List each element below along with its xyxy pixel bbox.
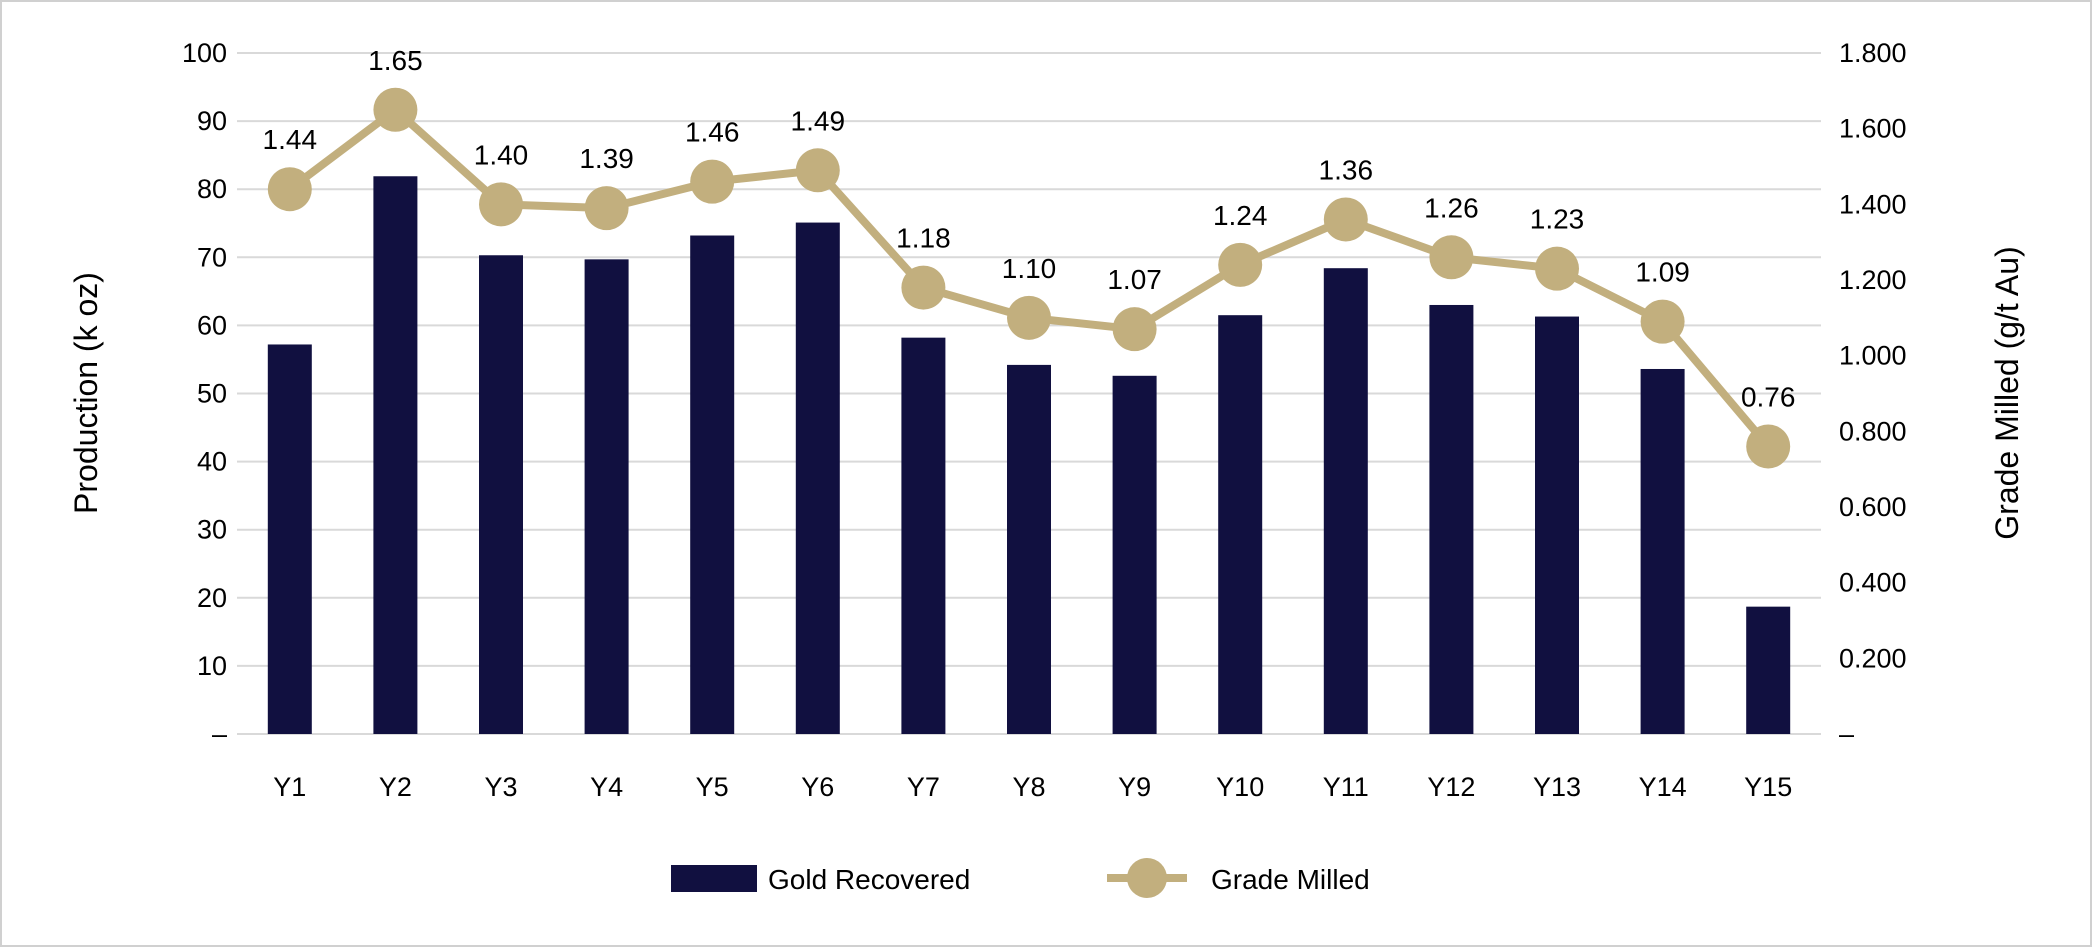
y-tick-label: 90 bbox=[197, 106, 227, 136]
x-tick-label: Y13 bbox=[1533, 772, 1581, 802]
x-tick-label: Y11 bbox=[1323, 772, 1369, 802]
x-tick-label: Y4 bbox=[590, 772, 623, 802]
y-tick-label: 80 bbox=[197, 174, 227, 204]
y2-tick-label: 1.800 bbox=[1839, 38, 1907, 68]
x-tick-label: Y12 bbox=[1427, 772, 1475, 802]
data-label-grade-milled: 1.26 bbox=[1424, 192, 1479, 223]
y-tick-label: 40 bbox=[197, 447, 227, 477]
x-tick-label: Y8 bbox=[1012, 772, 1045, 802]
data-label-grade-milled: 1.46 bbox=[685, 117, 740, 148]
legend: Gold Recovered Grade Milled bbox=[671, 858, 1370, 898]
marker-grade-milled-Y3 bbox=[479, 182, 523, 227]
data-label-grade-milled: 1.10 bbox=[1002, 253, 1057, 284]
bar-gold-recovered-Y2 bbox=[373, 176, 418, 735]
bar-gold-recovered-Y15 bbox=[1746, 606, 1791, 734]
y2-tick-label: – bbox=[1839, 719, 1854, 749]
y-tick-label: 30 bbox=[197, 515, 227, 545]
y-tick-label: 10 bbox=[197, 651, 227, 681]
marker-grade-milled-Y5 bbox=[690, 159, 735, 204]
bar-gold-recovered-Y8 bbox=[1007, 364, 1051, 734]
y2-tick-label: 1.000 bbox=[1839, 341, 1907, 371]
marker-grade-milled-Y10 bbox=[1218, 242, 1263, 287]
y-tick-label: 50 bbox=[197, 379, 227, 409]
bar-gold-recovered-Y3 bbox=[479, 255, 523, 734]
legend-marker-grade-milled bbox=[1127, 858, 1167, 898]
data-label-grade-milled: 1.18 bbox=[896, 223, 951, 254]
data-label-grade-milled: 1.49 bbox=[791, 105, 846, 136]
y2-tick-label: 1.600 bbox=[1839, 114, 1907, 144]
x-tick-label: Y1 bbox=[273, 772, 306, 802]
y-tick-label: – bbox=[212, 719, 227, 749]
legend-label-gold-recovered: Gold Recovered bbox=[768, 864, 970, 895]
marker-grade-milled-Y14 bbox=[1640, 299, 1685, 344]
x-tick-label: Y2 bbox=[379, 772, 412, 802]
y-tick-label: 60 bbox=[197, 310, 227, 340]
marker-grade-milled-Y9 bbox=[1112, 307, 1157, 352]
data-label-grade-milled: 1.39 bbox=[579, 143, 634, 174]
y2-tick-label: 1.400 bbox=[1839, 189, 1907, 219]
data-label-grade-milled: 1.36 bbox=[1319, 154, 1374, 185]
data-label-grade-milled: 1.24 bbox=[1213, 200, 1268, 231]
data-label-grade-milled: 1.07 bbox=[1107, 264, 1162, 295]
data-label-grade-milled: 1.23 bbox=[1530, 204, 1585, 235]
data-label-grade-milled: 1.44 bbox=[263, 124, 318, 155]
data-label-grade-milled: 0.76 bbox=[1741, 381, 1796, 412]
y-tick-label: 100 bbox=[182, 38, 227, 68]
marker-grade-milled-Y8 bbox=[1007, 295, 1051, 340]
marker-grade-milled-Y6 bbox=[795, 148, 840, 193]
marker-grade-milled-Y2 bbox=[373, 87, 418, 132]
y2-tick-label: 0.200 bbox=[1839, 643, 1907, 673]
marker-grade-milled-Y4 bbox=[584, 186, 629, 231]
data-label-grade-milled: 1.40 bbox=[474, 139, 529, 170]
x-tick-label: Y9 bbox=[1118, 772, 1151, 802]
x-tick-label: Y6 bbox=[801, 772, 834, 802]
data-label-grade-milled: 1.65 bbox=[368, 45, 423, 76]
legend-label-grade-milled: Grade Milled bbox=[1211, 864, 1370, 895]
bar-gold-recovered-Y14 bbox=[1640, 368, 1685, 734]
marker-grade-milled-Y7 bbox=[901, 265, 946, 310]
bar-gold-recovered-Y10 bbox=[1218, 315, 1263, 734]
bar-gold-recovered-Y1 bbox=[267, 344, 312, 734]
y-axis-title: Production (k oz) bbox=[68, 272, 104, 514]
x-tick-label: Y10 bbox=[1216, 772, 1264, 802]
bar-gold-recovered-Y13 bbox=[1535, 316, 1579, 734]
bar-gold-recovered-Y9 bbox=[1112, 375, 1157, 734]
x-tick-label: Y3 bbox=[484, 772, 517, 802]
bar-gold-recovered-Y11 bbox=[1323, 268, 1368, 734]
x-tick-label: Y15 bbox=[1744, 772, 1792, 802]
y-tick-label: 70 bbox=[197, 242, 227, 272]
y-tick-label: 20 bbox=[197, 583, 227, 613]
marker-grade-milled-Y1 bbox=[267, 167, 312, 212]
bar-gold-recovered-Y12 bbox=[1429, 304, 1474, 734]
y2-tick-label: 0.800 bbox=[1839, 416, 1907, 446]
x-tick-label: Y5 bbox=[696, 772, 729, 802]
bar-gold-recovered-Y7 bbox=[901, 337, 946, 734]
marker-grade-milled-Y11 bbox=[1323, 197, 1368, 242]
y2-tick-label: 0.600 bbox=[1839, 492, 1907, 522]
marker-grade-milled-Y12 bbox=[1429, 235, 1474, 280]
bar-gold-recovered-Y6 bbox=[795, 222, 840, 734]
bar-gold-recovered-Y5 bbox=[690, 235, 735, 734]
data-label-grade-milled: 1.09 bbox=[1635, 257, 1690, 288]
y2-axis-title: Grade Milled (g/t Au) bbox=[1989, 246, 2025, 539]
y2-tick-label: 1.200 bbox=[1839, 265, 1907, 295]
marker-grade-milled-Y13 bbox=[1535, 246, 1579, 291]
legend-swatch-gold-recovered bbox=[671, 865, 757, 892]
y2-tick-label: 0.400 bbox=[1839, 568, 1907, 598]
x-tick-label: Y14 bbox=[1639, 772, 1687, 802]
x-tick-label: Y7 bbox=[907, 772, 940, 802]
marker-grade-milled-Y15 bbox=[1746, 424, 1791, 469]
bar-gold-recovered-Y4 bbox=[584, 259, 629, 734]
